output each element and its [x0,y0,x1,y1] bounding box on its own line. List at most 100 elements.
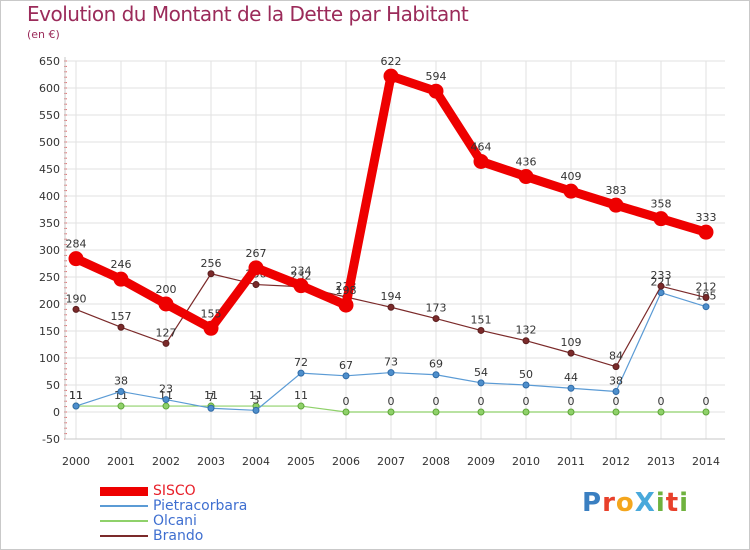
data-point-sisco [338,297,354,313]
y-tick-label: 500 [39,136,60,149]
data-label-olcani: 0 [343,395,350,408]
chart-unit: (en €) [27,28,60,41]
data-point-pietracorbara [387,369,395,377]
proxiti-logo: ProXiti [582,488,689,518]
data-label-brando: 173 [426,302,447,315]
data-point-sisco [68,251,84,267]
data-point-brando [162,339,170,347]
data-point-sisco [518,169,534,185]
data-label-sisco: 267 [246,247,267,260]
data-label-pietracorbara: 67 [339,359,353,372]
legend-swatch [100,535,148,537]
data-point-pietracorbara [207,404,215,412]
data-label-sisco: 594 [426,70,447,83]
data-point-brando [657,282,665,290]
data-point-brando [612,363,620,371]
legend-label: Brando [153,528,204,544]
data-label-sisco: 358 [651,198,672,211]
x-tick-label: 2006 [332,455,360,468]
data-point-sisco [698,224,714,240]
data-label-brando: 256 [201,257,222,270]
data-label-pietracorbara: 3 [253,393,260,406]
data-point-olcani [297,402,305,410]
data-point-pietracorbara [432,371,440,379]
data-label-pietracorbara: 69 [429,358,443,371]
y-tick-label: 400 [39,190,60,203]
data-label-sisco: 333 [696,211,717,224]
data-label-pietracorbara: 73 [384,356,398,369]
y-tick-label: 250 [39,271,60,284]
data-point-pietracorbara [297,369,305,377]
x-tick-label: 2008 [422,455,450,468]
data-label-sisco: 436 [516,156,537,169]
x-tick-label: 2001 [107,455,135,468]
data-label-pietracorbara: 38 [114,374,128,387]
y-tick-label: 300 [39,244,60,257]
data-label-olcani: 0 [523,395,530,408]
data-label-olcani: 11 [294,389,308,402]
data-label-olcani: 0 [568,395,575,408]
legend-swatch [100,486,148,496]
data-point-brando [702,294,710,302]
y-tick-label: 50 [46,379,60,392]
data-point-olcani [342,408,350,416]
data-label-sisco: 155 [201,307,222,320]
data-point-sisco [203,320,219,336]
data-point-sisco [248,260,264,276]
legend-swatch [100,505,148,507]
data-point-pietracorbara [702,303,710,311]
data-label-sisco: 198 [336,284,357,297]
data-label-olcani: 0 [613,395,620,408]
data-label-sisco: 200 [156,283,177,296]
data-label-pietracorbara: 44 [564,371,578,384]
data-label-pietracorbara: 72 [294,356,308,369]
x-tick-label: 2005 [287,455,315,468]
data-label-olcani: 0 [433,395,440,408]
data-point-pietracorbara [72,402,80,410]
logo-letter: r [602,488,616,518]
logo-letter: i [655,488,666,518]
x-tick-label: 2011 [557,455,585,468]
data-label-pietracorbara: 38 [609,374,623,387]
data-label-sisco: 246 [111,258,132,271]
data-point-sisco [563,183,579,199]
data-point-brando [567,349,575,357]
series-sisco: 284 246 200 155 267 234 198 622 594 464 436 409 383 3… [66,55,717,336]
y-tick-label: -50 [42,433,60,446]
data-point-brando [72,305,80,313]
data-label-sisco: 284 [66,238,87,251]
x-tick-label: 2010 [512,455,540,468]
data-label-brando: 132 [516,324,537,337]
x-tick-label: 2004 [242,455,270,468]
data-label-olcani: 11 [204,389,218,402]
x-tick-label: 2009 [467,455,495,468]
data-point-sisco [608,197,624,213]
data-point-sisco [653,211,669,227]
data-point-sisco [158,296,174,312]
data-point-pietracorbara [252,406,260,414]
data-label-brando: 84 [609,350,623,363]
data-point-brando [522,337,530,345]
data-label-brando: 233 [651,269,672,282]
data-label-pietracorbara: 54 [474,366,488,379]
data-point-olcani [522,408,530,416]
data-label-brando: 157 [111,310,132,323]
legend-label: Olcani [153,513,197,529]
logo-letter: X [634,488,656,518]
data-label-sisco: 464 [471,140,492,153]
legend-swatch [100,520,148,522]
data-point-brando [252,281,260,289]
data-point-olcani [657,408,665,416]
data-point-pietracorbara [522,381,530,389]
x-tick-label: 2002 [152,455,180,468]
data-label-sisco: 234 [291,265,312,278]
data-point-pietracorbara [162,396,170,404]
data-point-sisco [428,83,444,99]
data-label-pietracorbara: 23 [159,383,173,396]
data-point-pietracorbara [477,379,485,387]
data-label-sisco: 622 [381,55,402,68]
x-tick-label: 2014 [692,455,720,468]
logo-letter: P [582,488,603,518]
data-label-olcani: 11 [249,389,263,402]
